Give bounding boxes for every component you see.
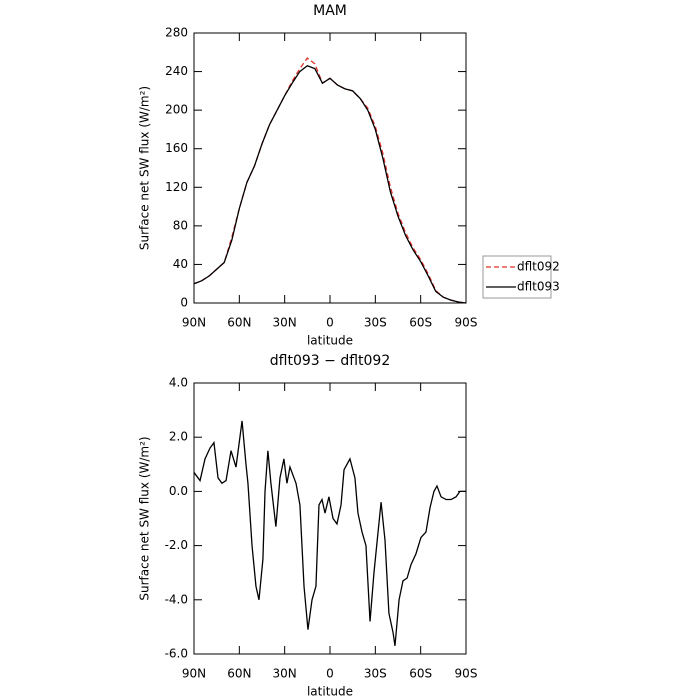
x-tick-label: 30S — [364, 667, 387, 681]
y-tick-label: 0.0 — [169, 484, 188, 498]
plot-frame — [193, 32, 467, 304]
plot-frame — [193, 382, 467, 655]
legend-label: dflt092 — [517, 260, 560, 274]
x-tick-label: 30N — [273, 667, 297, 681]
x-tick-label: 90N — [182, 316, 206, 330]
y-tick-label: 40 — [173, 257, 188, 271]
y-tick-label: 200 — [165, 103, 188, 117]
x-axis-label: latitude — [307, 685, 353, 699]
x-tick-label: 90N — [182, 667, 206, 681]
legend-label: dflt093 — [517, 280, 560, 294]
legend-box — [482, 255, 552, 299]
y-tick-label: 4.0 — [169, 376, 188, 390]
chart-title: dflt093 − dflt092 — [270, 353, 390, 369]
legend: dflt092 dflt093 — [482, 255, 560, 299]
panel: MAM latitude Surface net SW flux (W/m²) 90N… — [138, 3, 560, 348]
y-axis-label: Surface net SW flux (W/m²) — [138, 436, 152, 600]
x-tick-label: 60N — [227, 667, 251, 681]
x-tick-label: 60S — [409, 667, 432, 681]
y-tick-label: 120 — [165, 180, 188, 194]
chart-title: MAM — [313, 3, 347, 19]
x-tick-label: 90S — [455, 667, 478, 681]
y-tick-label: 240 — [165, 64, 188, 78]
x-tick-label: 0 — [326, 667, 334, 681]
x-tick-label: 30S — [364, 316, 387, 330]
data-line — [193, 65, 467, 304]
x-axis-label: latitude — [307, 334, 353, 348]
panel: dflt093 − dflt092 latitude Surface net SW … — [138, 353, 478, 699]
y-tick-label: 2.0 — [169, 430, 188, 444]
data-line — [193, 420, 466, 646]
x-tick-label: 90S — [455, 316, 478, 330]
y-tick-label: 80 — [173, 218, 188, 232]
x-tick-label: 60S — [409, 316, 432, 330]
x-tick-label: 60N — [227, 316, 251, 330]
y-tick-label: -6.0 — [165, 647, 188, 661]
x-tick-label: 0 — [326, 316, 334, 330]
y-tick-label: -4.0 — [165, 592, 188, 606]
data-line — [193, 57, 467, 304]
y-tick-label: 160 — [165, 141, 188, 155]
y-tick-label: 0 — [180, 296, 188, 310]
y-tick-label: -2.0 — [165, 538, 188, 552]
x-tick-label: 30N — [273, 316, 297, 330]
y-axis-label: Surface net SW flux (W/m²) — [138, 86, 152, 250]
y-tick-label: 280 — [165, 26, 188, 40]
